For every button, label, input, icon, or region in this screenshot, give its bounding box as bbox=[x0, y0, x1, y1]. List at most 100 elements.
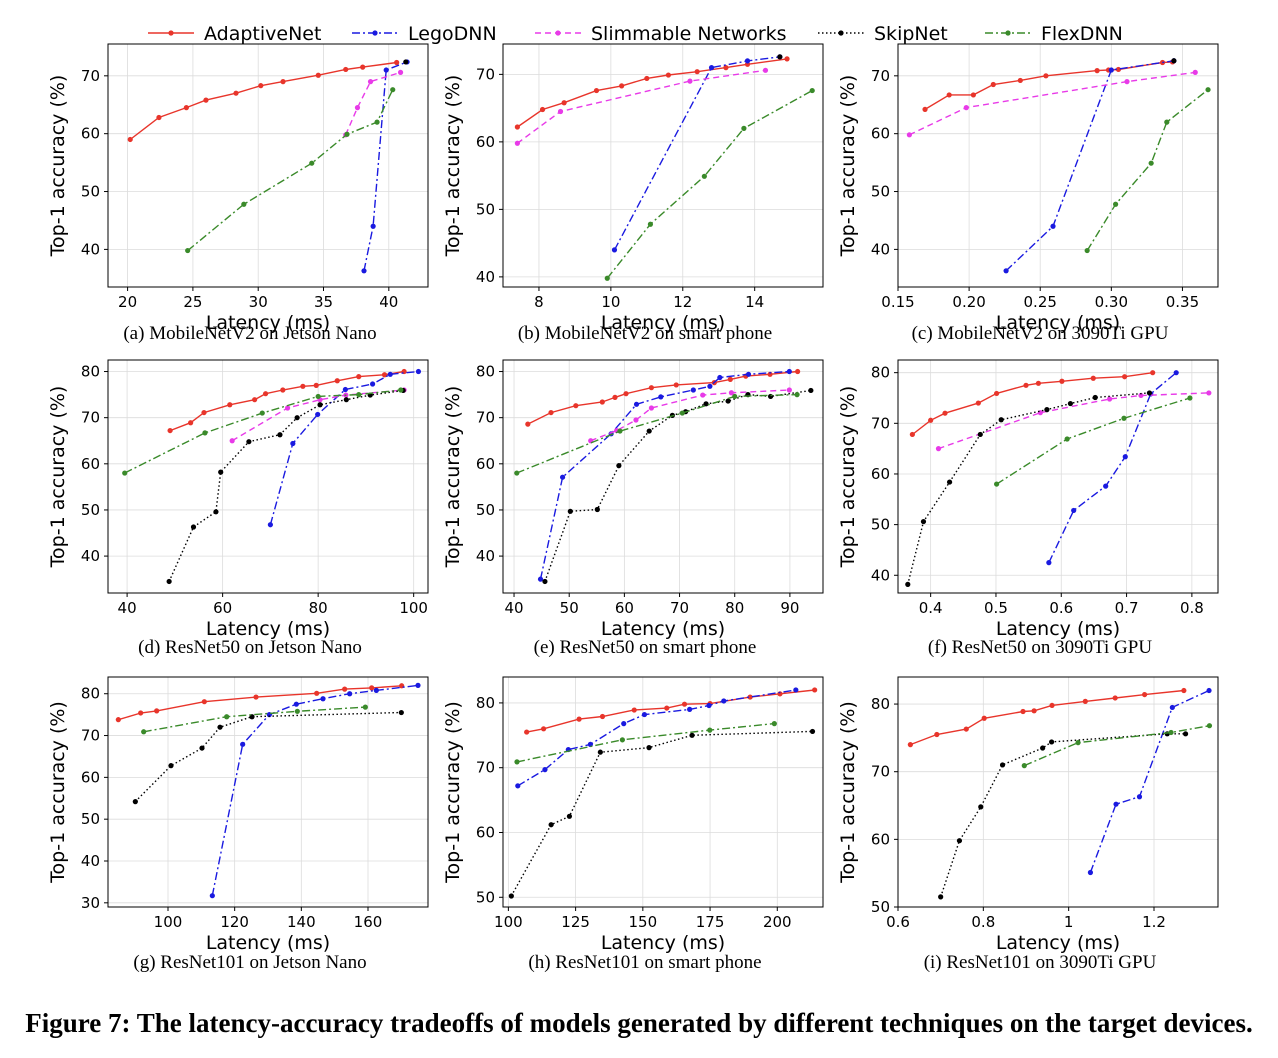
series-slimmable-networks bbox=[343, 69, 404, 138]
data-point bbox=[1084, 247, 1090, 254]
data-point bbox=[1082, 698, 1088, 704]
data-point bbox=[263, 391, 269, 397]
y-tick-label: 50 bbox=[81, 810, 100, 828]
data-point bbox=[1031, 708, 1037, 714]
series-line bbox=[517, 689, 796, 787]
data-point bbox=[648, 405, 655, 411]
y-tick-label: 40 bbox=[476, 547, 495, 565]
data-point bbox=[356, 392, 362, 398]
subfigure-caption: (g) ResNet101 on Jetson Nano bbox=[133, 952, 366, 973]
data-point bbox=[1050, 223, 1056, 229]
data-point bbox=[188, 420, 194, 426]
data-point bbox=[1090, 375, 1096, 381]
data-point bbox=[907, 742, 913, 748]
series-line bbox=[1086, 89, 1209, 251]
legend-label: Slimmable Networks bbox=[591, 23, 787, 45]
data-point bbox=[373, 687, 379, 693]
data-point bbox=[1092, 394, 1098, 401]
data-point bbox=[561, 100, 567, 106]
data-point bbox=[1113, 801, 1119, 807]
data-point bbox=[721, 698, 727, 704]
series-line bbox=[516, 69, 766, 144]
data-point bbox=[1044, 407, 1050, 413]
series-skipnet bbox=[777, 54, 783, 60]
x-tick-label: 14 bbox=[745, 293, 764, 311]
data-point bbox=[141, 729, 147, 735]
subfigure-caption: (e) ResNet50 on smart phone bbox=[534, 637, 757, 658]
data-point bbox=[367, 79, 374, 85]
data-point bbox=[398, 387, 404, 393]
series-line bbox=[211, 684, 419, 896]
data-point bbox=[1075, 740, 1081, 746]
series-line bbox=[907, 392, 1150, 585]
data-point bbox=[138, 710, 144, 716]
data-point bbox=[1113, 201, 1119, 207]
data-point bbox=[1064, 436, 1070, 442]
data-point bbox=[213, 509, 219, 515]
data-point bbox=[383, 67, 389, 73]
x-axis-label: Latency (ms) bbox=[996, 312, 1120, 334]
data-point bbox=[599, 399, 605, 405]
series-slimmable-networks bbox=[935, 390, 1212, 452]
data-point bbox=[1035, 380, 1042, 386]
y-tick-label: 60 bbox=[871, 125, 890, 143]
x-tick-label: 10 bbox=[601, 293, 620, 311]
data-point bbox=[293, 701, 299, 707]
x-tick-label: 80 bbox=[725, 599, 744, 617]
plot-frame bbox=[897, 676, 1219, 908]
data-point bbox=[938, 894, 944, 900]
data-point bbox=[616, 463, 622, 469]
data-point bbox=[1021, 763, 1027, 769]
chart-panel-2: 8 10 12 14 40 50 60 70 Latency (ms) Top-1 accurac… bbox=[442, 43, 824, 344]
x-tick-label: 40 bbox=[379, 293, 398, 311]
x-tick-label: 0.30 bbox=[1095, 293, 1128, 311]
series-line bbox=[613, 56, 780, 251]
data-point bbox=[647, 221, 654, 227]
data-point bbox=[294, 415, 300, 421]
data-point bbox=[771, 721, 777, 727]
series-line bbox=[544, 389, 812, 582]
data-point bbox=[199, 745, 205, 751]
data-point bbox=[185, 247, 191, 254]
data-point bbox=[253, 694, 259, 700]
data-point bbox=[566, 813, 573, 819]
series-flexdnn bbox=[1021, 723, 1213, 769]
data-point bbox=[1049, 739, 1055, 745]
y-tick-label: 60 bbox=[476, 455, 495, 473]
data-point bbox=[1121, 415, 1127, 421]
data-point bbox=[315, 72, 321, 78]
legend-marker bbox=[1005, 30, 1011, 36]
data-point bbox=[1168, 729, 1174, 736]
x-tick-label: 120 bbox=[220, 913, 249, 931]
y-tick-label: 50 bbox=[476, 200, 495, 218]
data-point bbox=[762, 67, 769, 73]
data-point bbox=[258, 83, 264, 89]
series-skipnet bbox=[166, 387, 406, 585]
x-tick-label: 40 bbox=[504, 599, 523, 617]
series-adaptivenet bbox=[127, 59, 400, 143]
series-line bbox=[124, 389, 401, 474]
data-point bbox=[398, 709, 404, 716]
data-point bbox=[784, 56, 790, 62]
data-point bbox=[576, 716, 582, 722]
data-point bbox=[1020, 708, 1026, 715]
series-line bbox=[1089, 689, 1210, 873]
data-point bbox=[315, 411, 321, 418]
series-skipnet bbox=[403, 59, 409, 65]
data-point bbox=[795, 368, 801, 375]
data-point bbox=[594, 506, 600, 513]
series-adaptivenet bbox=[514, 56, 790, 130]
y-tick-label: 50 bbox=[871, 898, 890, 916]
y-tick-label: 50 bbox=[871, 183, 890, 201]
grid bbox=[897, 677, 1218, 908]
y-tick-label: 70 bbox=[81, 67, 100, 85]
x-tick-label: 90 bbox=[780, 599, 799, 617]
chart-panel-6: 0.4 0.5 0.6 0.7 0.8 40 50 60 70 80 Latency (ms) Top… bbox=[837, 359, 1219, 658]
data-point bbox=[403, 59, 409, 65]
y-tick-label: 70 bbox=[476, 409, 495, 427]
data-point bbox=[786, 387, 792, 393]
legend-item-slimmable-networks: Slimmable Networks bbox=[535, 23, 787, 45]
x-tick-label: 100 bbox=[494, 913, 523, 931]
series-flexdnn bbox=[1084, 87, 1211, 254]
data-point bbox=[315, 393, 321, 400]
